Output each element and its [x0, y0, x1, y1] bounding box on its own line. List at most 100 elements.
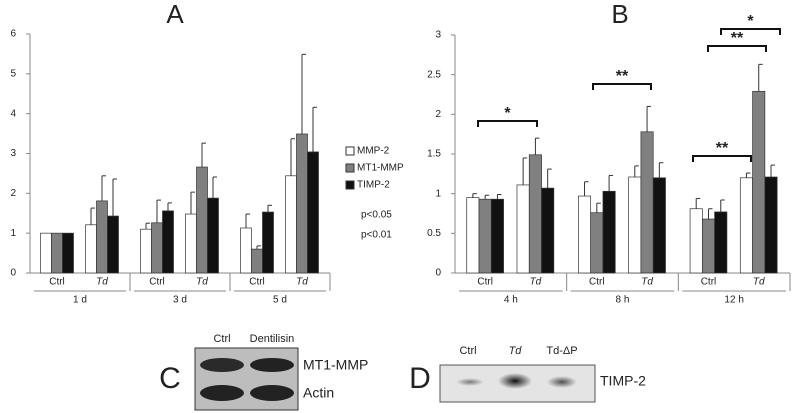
- chart-title: B: [611, 0, 628, 29]
- y-tick-label: 0.5: [427, 228, 441, 239]
- bar: [162, 210, 174, 274]
- y-tick-label: 3: [435, 30, 441, 41]
- band-label: TIMP-2: [600, 373, 646, 389]
- lane-label: Ctrl: [459, 345, 476, 357]
- bar: [701, 218, 715, 274]
- y-tick-label: 0: [435, 268, 441, 279]
- bar: [578, 195, 592, 274]
- bar: [602, 190, 616, 274]
- bar: [285, 175, 297, 274]
- significance-bracket: [477, 120, 538, 127]
- legend-note: p<0.01: [361, 230, 392, 241]
- legend-swatch: [345, 146, 355, 156]
- bar: [652, 177, 666, 274]
- y-tick-label: 1: [435, 188, 441, 199]
- bar: [714, 211, 728, 274]
- legend-label: MMP-2: [357, 146, 390, 157]
- x-tick-label: Td: [196, 277, 208, 288]
- y-tick-label: 1.5: [427, 149, 441, 160]
- band-label: MT1-MMP: [303, 357, 368, 373]
- bar: [752, 90, 766, 274]
- blot-band: [250, 385, 294, 401]
- bar: [85, 224, 97, 274]
- bar: [689, 208, 703, 274]
- significance-bracket: [720, 28, 781, 35]
- bar: [185, 213, 197, 274]
- lane-label: Ctrl: [213, 333, 230, 345]
- panel-label: D: [409, 362, 431, 395]
- bar: [590, 212, 604, 274]
- bar: [262, 211, 274, 274]
- bar: [151, 222, 163, 274]
- bar: [764, 176, 778, 274]
- x-tick-label: Ctrl: [149, 277, 165, 288]
- bar: [516, 184, 530, 274]
- bar: [640, 131, 654, 274]
- significance-bracket: [592, 83, 652, 90]
- legend-label: TIMP-2: [357, 180, 390, 191]
- group-label: 12 h: [724, 295, 743, 306]
- bar: [528, 154, 542, 274]
- x-tick-label: Ctrl: [701, 277, 717, 288]
- significance-bracket: [707, 45, 767, 52]
- group-label: 3 d: [173, 295, 187, 306]
- x-tick-label: Td: [753, 277, 765, 288]
- bar: [541, 187, 555, 274]
- y-tick-label: 2.5: [427, 69, 441, 80]
- bar: [51, 232, 63, 274]
- bar: [62, 232, 74, 274]
- band-label: Actin: [303, 385, 334, 401]
- blot-band: [200, 385, 244, 401]
- significance-label: **: [716, 140, 729, 157]
- bar: [240, 227, 252, 274]
- bar: [207, 197, 219, 274]
- x-tick-label: Td: [96, 277, 108, 288]
- y-tick-label: 5: [10, 68, 16, 79]
- significance-label: **: [731, 30, 744, 47]
- group-label: 1 d: [73, 295, 87, 306]
- legend-swatch: [345, 163, 355, 173]
- bar: [196, 166, 208, 274]
- blot-band: [456, 378, 484, 386]
- bar: [466, 197, 480, 274]
- x-tick-label: Ctrl: [589, 277, 605, 288]
- bar: [490, 198, 504, 274]
- x-tick-label: Td: [641, 277, 653, 288]
- y-tick-label: 3: [10, 148, 16, 159]
- x-tick-label: Ctrl: [49, 277, 65, 288]
- legend-label: MT1-MMP: [357, 163, 404, 174]
- bar: [140, 228, 152, 274]
- blot-band: [200, 358, 244, 372]
- lane-label: Dentilisin: [250, 333, 295, 345]
- blot-band: [498, 373, 532, 389]
- lane-label: Td: [509, 345, 523, 357]
- bar: [107, 215, 119, 274]
- y-tick-label: 2: [435, 109, 441, 120]
- bar: [739, 177, 753, 274]
- blot-band: [250, 358, 294, 372]
- x-tick-label: Td: [296, 277, 308, 288]
- x-tick-label: Ctrl: [249, 277, 265, 288]
- y-tick-label: 6: [10, 29, 16, 40]
- bar: [307, 151, 319, 274]
- legend-swatch: [345, 180, 355, 190]
- y-tick-label: 0: [10, 268, 16, 279]
- significance-bracket: [692, 155, 752, 162]
- bar: [478, 198, 492, 274]
- significance-label: *: [747, 13, 754, 30]
- group-label: 5 d: [273, 295, 287, 306]
- bar: [628, 176, 642, 274]
- bar: [296, 133, 308, 274]
- legend-note: p<0.05: [361, 210, 392, 221]
- panel-label: C: [159, 362, 181, 395]
- y-tick-label: 2: [10, 188, 16, 199]
- x-tick-label: Td: [530, 277, 542, 288]
- x-tick-label: Ctrl: [477, 277, 493, 288]
- lane-label: Td-ΔP: [546, 345, 577, 357]
- y-tick-label: 4: [10, 108, 16, 119]
- chart-title: A: [166, 0, 184, 29]
- blot-band: [547, 376, 577, 388]
- significance-label: *: [504, 105, 511, 122]
- group-label: 8 h: [616, 295, 630, 306]
